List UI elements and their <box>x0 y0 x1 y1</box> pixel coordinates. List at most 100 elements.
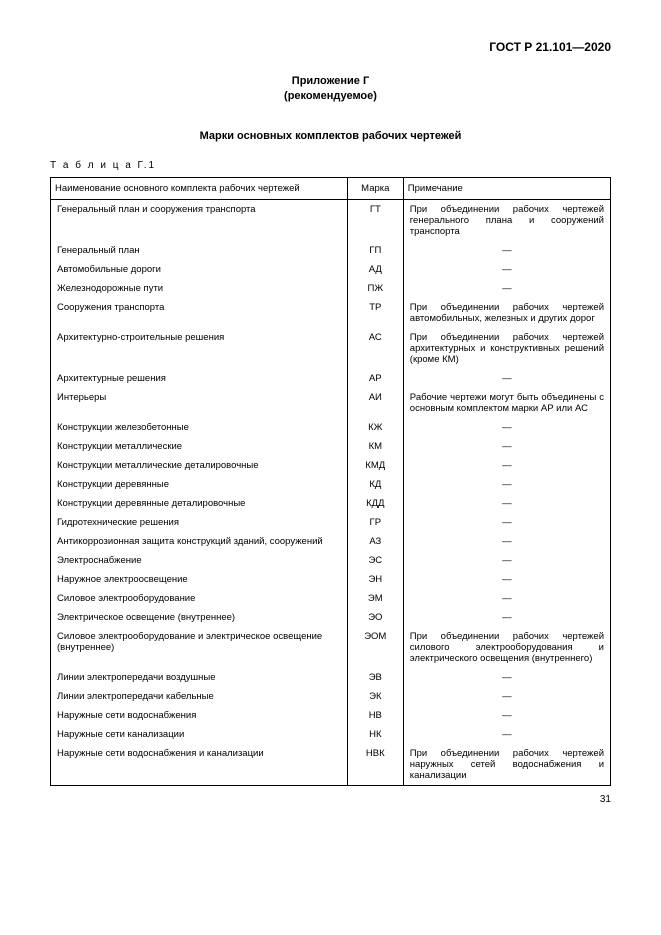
cell-mark: ЭО <box>347 608 403 627</box>
cell-mark: ПЖ <box>347 279 403 298</box>
cell-mark: ЭС <box>347 551 403 570</box>
cell-mark: АР <box>347 369 403 388</box>
table-row: Конструкции железобетонныеКЖ— <box>51 418 611 437</box>
table-row: Электрическое освещение (внутреннее)ЭО— <box>51 608 611 627</box>
table-row: Архитектурные решенияАР— <box>51 369 611 388</box>
cell-name: Конструкции металлические <box>51 437 348 456</box>
appendix-line-1: Приложение Г <box>292 75 369 87</box>
table-row: Автомобильные дорогиАД— <box>51 260 611 279</box>
cell-note: При объединении рабочих чертежей автомоб… <box>403 298 610 328</box>
section-title: Марки основных комплектов рабочих чертеж… <box>50 130 611 142</box>
appendix-line-2: (рекомендуемое) <box>284 90 377 102</box>
table-row: Архитектурно-строительные решенияАСПри о… <box>51 328 611 369</box>
cell-note: — <box>403 532 610 551</box>
cell-note: — <box>403 369 610 388</box>
cell-mark: ГР <box>347 513 403 532</box>
cell-mark: ЭОМ <box>347 627 403 668</box>
col-header-name: Наименование основного комплекта рабочих… <box>51 177 348 199</box>
cell-name: Сооружения транспорта <box>51 298 348 328</box>
cell-note: — <box>403 551 610 570</box>
cell-mark: ГТ <box>347 199 403 241</box>
cell-note: — <box>403 589 610 608</box>
cell-name: Наружные сети водоснабжения и канализаци… <box>51 744 348 786</box>
cell-mark: ЭМ <box>347 589 403 608</box>
marks-table: Наименование основного комплекта рабочих… <box>50 177 611 786</box>
cell-mark: КЖ <box>347 418 403 437</box>
table-row: Конструкции металлические деталировочные… <box>51 456 611 475</box>
cell-note: — <box>403 437 610 456</box>
table-row: Гидротехнические решенияГР— <box>51 513 611 532</box>
cell-name: Конструкции металлические деталировочные <box>51 456 348 475</box>
cell-mark: КМД <box>347 456 403 475</box>
cell-note: При объединении рабочих чертежей наружны… <box>403 744 610 786</box>
table-row: Конструкции деревянныеКД— <box>51 475 611 494</box>
table-row: Наружное электроосвещениеЭН— <box>51 570 611 589</box>
table-row: ЭлектроснабжениеЭС— <box>51 551 611 570</box>
cell-note: При объединении рабочих чертежей архитек… <box>403 328 610 369</box>
page-number: 31 <box>50 794 611 805</box>
table-row: Железнодорожные путиПЖ— <box>51 279 611 298</box>
cell-mark: АИ <box>347 388 403 418</box>
cell-mark: ЭН <box>347 570 403 589</box>
table-row: Силовое электрооборудование и электричес… <box>51 627 611 668</box>
table-row: Генеральный план и сооружения транспорта… <box>51 199 611 241</box>
table-row: Наружные сети водоснабженияНВ— <box>51 706 611 725</box>
cell-name: Наружное электроосвещение <box>51 570 348 589</box>
document-page: ГОСТ Р 21.101—2020 Приложение Г (рекомен… <box>0 0 661 825</box>
cell-note: — <box>403 456 610 475</box>
cell-note: — <box>403 608 610 627</box>
cell-note: — <box>403 687 610 706</box>
cell-mark: НК <box>347 725 403 744</box>
cell-name: Линии электропередачи кабельные <box>51 687 348 706</box>
cell-name: Силовое электрооборудование и электричес… <box>51 627 348 668</box>
document-code: ГОСТ Р 21.101—2020 <box>50 40 611 54</box>
appendix-heading: Приложение Г (рекомендуемое) <box>50 74 611 105</box>
cell-note: Рабочие чертежи могут быть объединены с … <box>403 388 610 418</box>
table-header-row: Наименование основного комплекта рабочих… <box>51 177 611 199</box>
cell-note: При объединении рабочих чертежей генерал… <box>403 199 610 241</box>
cell-mark: АЗ <box>347 532 403 551</box>
table-row: Наружные сети водоснабжения и канализаци… <box>51 744 611 786</box>
cell-name: Конструкции деревянные деталировочные <box>51 494 348 513</box>
cell-note: — <box>403 725 610 744</box>
cell-name: Конструкции деревянные <box>51 475 348 494</box>
cell-note: — <box>403 279 610 298</box>
table-label: Т а б л и ц а Г.1 <box>50 160 611 171</box>
cell-name: Линии электропередачи воздушные <box>51 668 348 687</box>
cell-mark: ЭК <box>347 687 403 706</box>
cell-mark: ТР <box>347 298 403 328</box>
cell-note: — <box>403 494 610 513</box>
table-row: ИнтерьерыАИРабочие чертежи могут быть об… <box>51 388 611 418</box>
cell-mark: АД <box>347 260 403 279</box>
cell-name: Автомобильные дороги <box>51 260 348 279</box>
cell-name: Генеральный план <box>51 241 348 260</box>
table-body: Генеральный план и сооружения транспорта… <box>51 199 611 785</box>
table-row: Линии электропередачи воздушныеЭВ— <box>51 668 611 687</box>
cell-name: Наружные сети водоснабжения <box>51 706 348 725</box>
cell-note: — <box>403 260 610 279</box>
cell-note: При объединении рабочих чертежей силовог… <box>403 627 610 668</box>
cell-note: — <box>403 668 610 687</box>
cell-note: — <box>403 418 610 437</box>
cell-mark: НВК <box>347 744 403 786</box>
cell-mark: КДД <box>347 494 403 513</box>
cell-name: Гидротехнические решения <box>51 513 348 532</box>
table-row: Антикоррозионная защита конструкций здан… <box>51 532 611 551</box>
cell-name: Электрическое освещение (внутреннее) <box>51 608 348 627</box>
cell-name: Силовое электрооборудование <box>51 589 348 608</box>
cell-note: — <box>403 570 610 589</box>
cell-name: Интерьеры <box>51 388 348 418</box>
cell-name: Железнодорожные пути <box>51 279 348 298</box>
cell-mark: ЭВ <box>347 668 403 687</box>
table-row: Сооружения транспортаТРПри объединении р… <box>51 298 611 328</box>
cell-name: Архитектурные решения <box>51 369 348 388</box>
cell-name: Электроснабжение <box>51 551 348 570</box>
cell-mark: КМ <box>347 437 403 456</box>
table-row: Наружные сети канализацииНК— <box>51 725 611 744</box>
cell-name: Наружные сети канализации <box>51 725 348 744</box>
cell-note: — <box>403 513 610 532</box>
cell-name: Архитектурно-строительные решения <box>51 328 348 369</box>
table-row: Конструкции деревянные деталировочныеКДД… <box>51 494 611 513</box>
cell-name: Конструкции железобетонные <box>51 418 348 437</box>
cell-mark: КД <box>347 475 403 494</box>
